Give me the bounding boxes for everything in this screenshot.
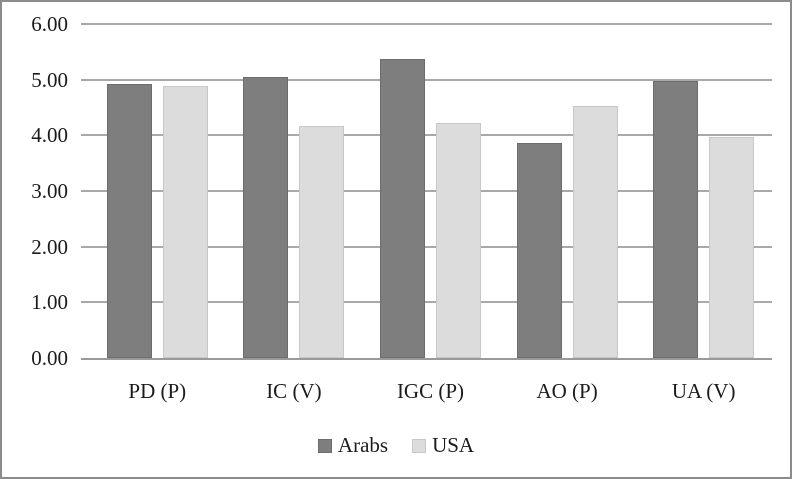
- gridline: [81, 134, 772, 137]
- y-tick-label: 6.00: [31, 12, 68, 36]
- bar-group: [362, 24, 499, 358]
- bar-arabs: [516, 142, 562, 358]
- bar-group: [635, 24, 772, 358]
- bar-usa: [435, 122, 481, 358]
- legend-marker-arabs-icon: [317, 438, 332, 453]
- bar-arabs: [379, 58, 425, 358]
- x-category-label: UA (V): [671, 379, 736, 403]
- y-tick-label: 1.00: [31, 290, 68, 315]
- x-axis-labels: PD (P) IC (V) IGC (P) AO (P) UA (V): [89, 379, 772, 404]
- y-tick-label: 0.00: [31, 346, 68, 370]
- legend-item-usa: USA: [412, 433, 474, 458]
- x-category-label: IC (V): [266, 379, 322, 403]
- gridline: [81, 78, 772, 81]
- legend-marker-usa-icon: [412, 438, 427, 453]
- bar-usa: [572, 106, 618, 358]
- bar-group: [499, 24, 636, 358]
- legend-item-arabs: Arabs: [317, 433, 389, 458]
- bar-usa: [299, 125, 345, 358]
- y-tick-label: 4.00: [31, 123, 68, 148]
- y-tick-label: 5.00: [31, 67, 68, 92]
- x-category-label: AO (P): [536, 379, 598, 403]
- plot-area: [81, 23, 772, 360]
- bar-arabs: [106, 84, 152, 358]
- x-category-label: IGC (P): [396, 379, 465, 403]
- bar-usa: [709, 137, 755, 358]
- legend: Arabs USA: [2, 433, 790, 458]
- bar-group: [226, 24, 363, 358]
- x-category-label: PD (P): [128, 379, 187, 403]
- bar-usa: [162, 86, 208, 358]
- x-axis-line: [81, 358, 772, 360]
- bar-groups: [89, 24, 772, 358]
- bar-arabs: [653, 81, 699, 358]
- bar-group: [89, 24, 226, 358]
- bar-arabs: [243, 76, 289, 358]
- legend-label: USA: [432, 433, 475, 457]
- gridline: [81, 23, 772, 25]
- y-tick-label: 3.00: [31, 179, 68, 203]
- gridline: [81, 190, 772, 192]
- legend-label: Arabs: [337, 433, 389, 457]
- gridline: [81, 245, 772, 248]
- gridline: [81, 301, 772, 304]
- y-tick-label: 2.00: [31, 234, 68, 259]
